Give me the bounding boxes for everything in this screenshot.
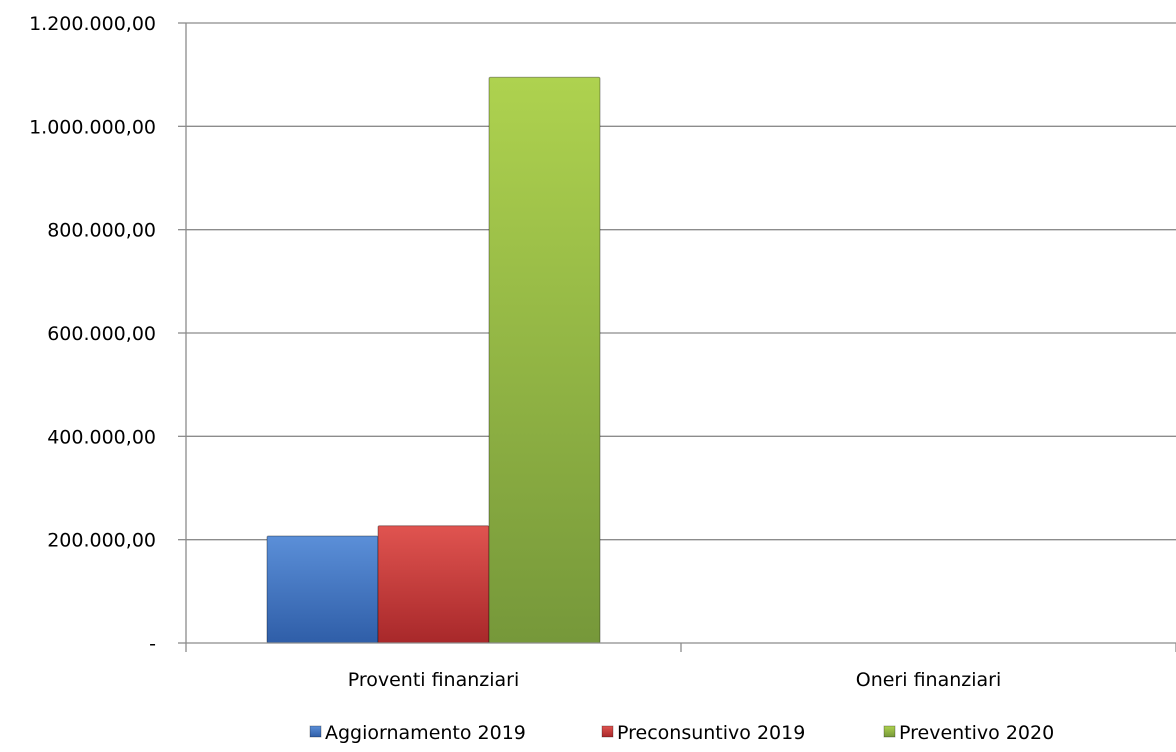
y-tick-label: 400.000,00	[47, 426, 156, 448]
legend-label: Aggiornamento 2019	[325, 722, 526, 744]
y-tick-label: 600.000,00	[47, 323, 156, 345]
y-tick-label: -	[149, 633, 156, 655]
bar	[488, 76, 601, 644]
y-axis: - 200.000,00 400.000,00 600.000,00 800.000,0…	[29, 13, 186, 655]
gridlines	[186, 22, 1176, 541]
bar	[377, 525, 490, 644]
y-tick-label: 800.000,00	[47, 220, 156, 242]
x-category-label: Proventi finanziari	[348, 669, 520, 691]
x-category-label: Oneri finanziari	[856, 669, 1002, 691]
x-axis: Proventi finanziari Oneri finanziari	[185, 23, 1176, 691]
legend-swatch	[309, 725, 322, 738]
legend-label: Preventivo 2020	[899, 722, 1054, 744]
legend-label: Preconsuntivo 2019	[617, 722, 805, 744]
bars	[266, 76, 601, 644]
bar	[266, 535, 379, 644]
legend-swatch	[883, 725, 896, 738]
legend: Aggiornamento 2019 Preconsuntivo 2019 Prev…	[309, 722, 1054, 744]
y-tick-label: 1.200.000,00	[29, 13, 156, 35]
y-tick-label: 1.000.000,00	[29, 116, 156, 138]
y-tick-label: 200.000,00	[47, 530, 156, 552]
legend-swatch	[601, 725, 614, 738]
